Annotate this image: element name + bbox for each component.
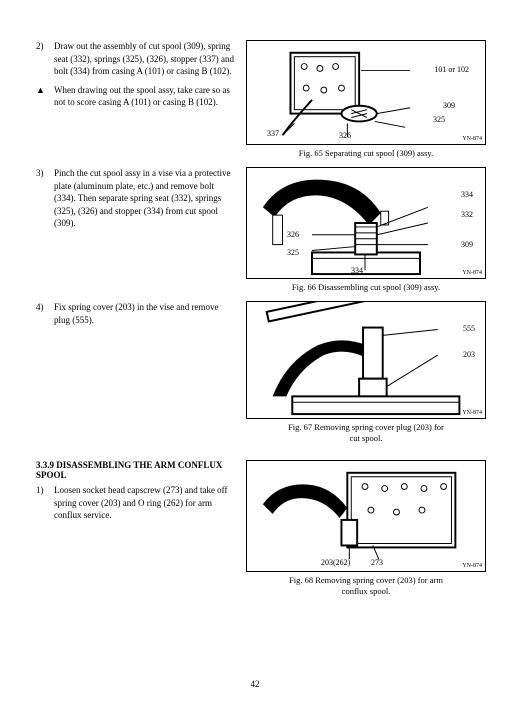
step-2: 2) Draw out the assembly of cut spool (3… — [36, 40, 236, 78]
fig66-wrap: 334 332 309 326 325 334 YN-874 Fig. 66 D… — [246, 167, 486, 293]
fig66-c325: 325 — [287, 248, 299, 257]
sec-step1-num: 1) — [36, 484, 48, 522]
fig65-c309: 309 — [443, 101, 455, 110]
fig68-cap-l2: conflux spool. — [246, 586, 486, 597]
col-text-3: 3) Pinch the cut spool assy in a vise vi… — [36, 167, 236, 293]
section-num: 3.3.9 — [36, 460, 54, 470]
row-step4: 4) Fix spring cover (203) in the vise an… — [36, 301, 486, 444]
fig66-svg — [247, 168, 485, 278]
fig65-ref: YN-874 — [462, 136, 482, 142]
row-step2: 2) Draw out the assembly of cut spool (3… — [36, 40, 486, 159]
fig67-cap-l1: Fig. 67 Removing spring cover plug (203)… — [246, 422, 486, 433]
step-2-body: Draw out the assembly of cut spool (309)… — [54, 40, 236, 78]
fig67-c555: 555 — [463, 324, 475, 333]
fig65-caption: Fig. 65 Separating cut spool (309) assy. — [246, 148, 486, 159]
fig68-svg — [247, 461, 485, 571]
warning-icon: ▲ — [36, 84, 48, 109]
fig68-box: 203(262) 273 YN-874 — [246, 460, 486, 572]
fig67-wrap: 555 203 YN-874 Fig. 67 Removing spring c… — [246, 301, 486, 444]
step-3-body: Pinch the cut spool assy in a vise via a… — [54, 167, 236, 230]
col-text-sec: 3.3.9 DISASSEMBLING THE ARM CONFLUX SPOO… — [36, 460, 236, 597]
fig65-c326: 326 — [339, 131, 351, 140]
step-4-num: 4) — [36, 301, 48, 326]
fig66-c334b: 334 — [351, 266, 363, 275]
fig68-ref: YN-874 — [462, 563, 482, 569]
fig66-c334t: 334 — [461, 190, 473, 199]
fig66-c326: 326 — [287, 230, 299, 239]
step-3-num: 3) — [36, 167, 48, 230]
warning-body: When drawing out the spool assy, take ca… — [54, 84, 236, 109]
fig67-ref: YN-874 — [462, 410, 482, 416]
fig65-c325: 325 — [433, 115, 445, 124]
fig65-c337: 337 — [267, 129, 279, 138]
fig67-cap-l2: cut spool. — [246, 433, 486, 444]
fig67-svg — [247, 302, 485, 418]
fig66-ref: YN-874 — [462, 270, 482, 276]
step-2-num: 2) — [36, 40, 48, 78]
step-3: 3) Pinch the cut spool assy in a vise vi… — [36, 167, 236, 230]
fig65-c101: 101 or 102 — [434, 65, 469, 74]
page-number: 42 — [251, 679, 260, 689]
col-text-2: 2) Draw out the assembly of cut spool (3… — [36, 40, 236, 159]
fig68-cap-l1: Fig. 68 Removing spring cover (203) for … — [246, 575, 486, 586]
row-step3: 3) Pinch the cut spool assy in a vise vi… — [36, 167, 486, 293]
step-4: 4) Fix spring cover (203) in the vise an… — [36, 301, 236, 326]
col-text-4: 4) Fix spring cover (203) in the vise an… — [36, 301, 236, 444]
fig67-box: 555 203 YN-874 — [246, 301, 486, 419]
fig67-c203: 203 — [463, 350, 475, 359]
fig68-c203262: 203(262) — [321, 558, 350, 567]
fig66-c332: 332 — [461, 210, 473, 219]
section-title: DISASSEMBLING THE ARM CONFLUX SPOOL — [36, 460, 222, 480]
fig65-wrap: 101 or 102 309 325 326 337 YN-874 Fig. 6… — [246, 40, 486, 159]
fig68-c273: 273 — [371, 558, 383, 567]
fig66-caption: Fig. 66 Disassembling cut spool (309) as… — [246, 282, 486, 293]
sec-step1-body: Loosen socket head capscrew (273) and ta… — [54, 484, 236, 522]
row-section: 3.3.9 DISASSEMBLING THE ARM CONFLUX SPOO… — [36, 460, 486, 597]
fig68-wrap: 203(262) 273 YN-874 Fig. 68 Removing spr… — [246, 460, 486, 597]
fig65-box: 101 or 102 309 325 326 337 YN-874 — [246, 40, 486, 145]
fig68-caption: Fig. 68 Removing spring cover (203) for … — [246, 575, 486, 597]
fig67-caption: Fig. 67 Removing spring cover plug (203)… — [246, 422, 486, 444]
sec-step-1: 1) Loosen socket head capscrew (273) and… — [36, 484, 236, 522]
fig65-svg — [247, 41, 485, 144]
section-head: 3.3.9 DISASSEMBLING THE ARM CONFLUX SPOO… — [36, 460, 236, 480]
step-4-body: Fix spring cover (203) in the vise and r… — [54, 301, 236, 326]
warning: ▲ When drawing out the spool assy, take … — [36, 84, 236, 109]
fig66-box: 334 332 309 326 325 334 YN-874 — [246, 167, 486, 279]
fig66-c309: 309 — [461, 240, 473, 249]
